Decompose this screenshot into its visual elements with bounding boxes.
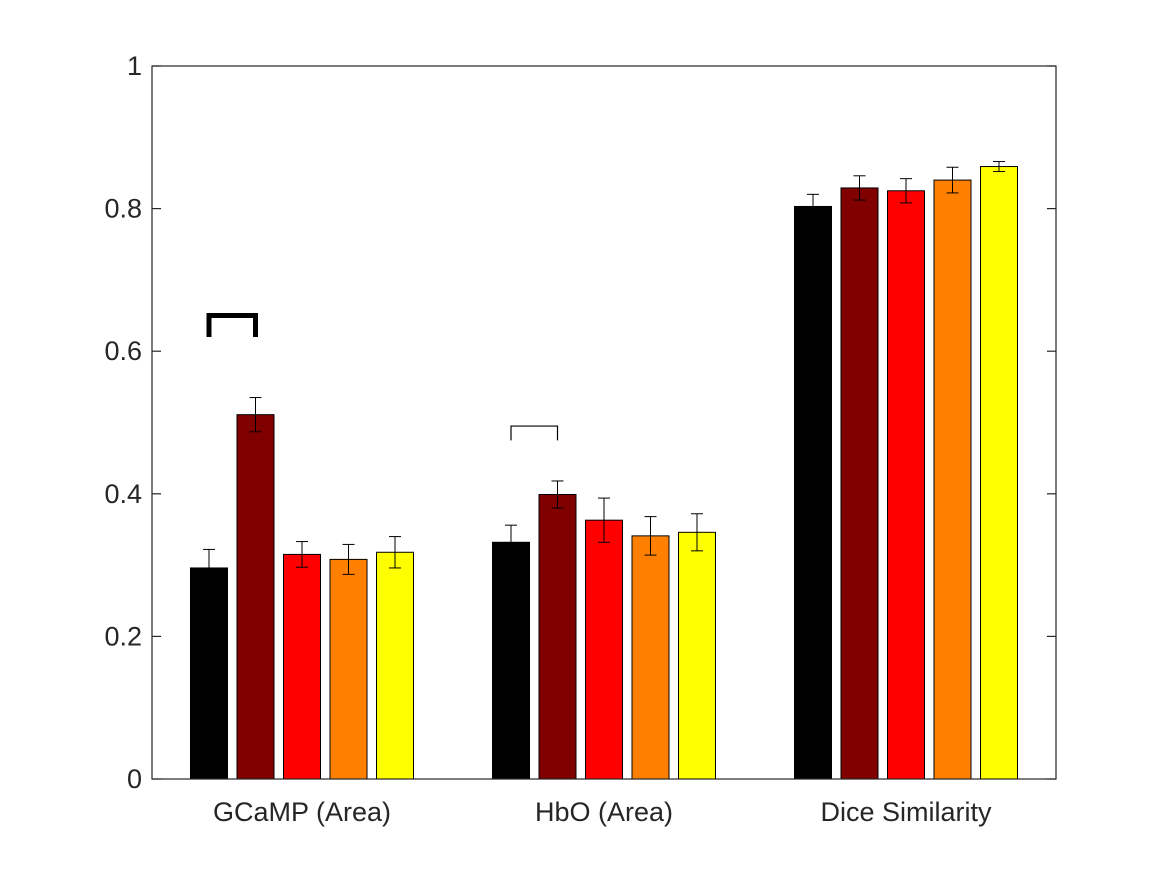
y-tick-label: 0.2 bbox=[104, 621, 142, 651]
bar-2-4 bbox=[980, 166, 1018, 780]
bar-0-0 bbox=[190, 567, 228, 780]
bar-0-2 bbox=[283, 553, 321, 780]
bar-0-3 bbox=[329, 558, 368, 780]
bar-2-0 bbox=[794, 205, 832, 780]
bar-1-2 bbox=[585, 519, 623, 780]
bar-1-4 bbox=[678, 531, 716, 780]
error-bars-layer bbox=[203, 161, 1005, 587]
bar-1-1 bbox=[538, 494, 577, 780]
bar-2-2 bbox=[887, 190, 925, 780]
category-label: Dice Similarity bbox=[820, 797, 992, 827]
bar-2-3 bbox=[933, 179, 972, 780]
y-ticks-layer bbox=[152, 65, 1056, 780]
category-labels-layer: GCaMP (Area) HbO (Area) Dice Similarity bbox=[213, 797, 992, 827]
bar-1-0 bbox=[492, 541, 530, 780]
y-tick-label: 0.6 bbox=[104, 336, 142, 366]
significance-bracket-0 bbox=[206, 313, 258, 337]
category-label: HbO (Area) bbox=[535, 797, 673, 827]
significance-bracket-1 bbox=[510, 425, 559, 441]
bar-1-3 bbox=[631, 535, 670, 780]
axes-box bbox=[151, 65, 1057, 780]
y-tick-label: 0 bbox=[127, 764, 142, 794]
y-tick-label: 1 bbox=[127, 51, 142, 81]
y-tick-label: 0.4 bbox=[104, 479, 142, 509]
significance-brackets-layer bbox=[206, 313, 559, 441]
y-tick-label: 0.8 bbox=[104, 194, 142, 224]
category-label: GCaMP (Area) bbox=[213, 797, 391, 827]
bars-layer bbox=[190, 166, 1018, 780]
bar-0-1 bbox=[236, 414, 275, 780]
bar-0-4 bbox=[376, 551, 414, 780]
bar-2-1 bbox=[840, 187, 879, 780]
y-tick-labels-layer: 0 0.2 0.4 0.6 0.8 1 bbox=[104, 51, 142, 794]
